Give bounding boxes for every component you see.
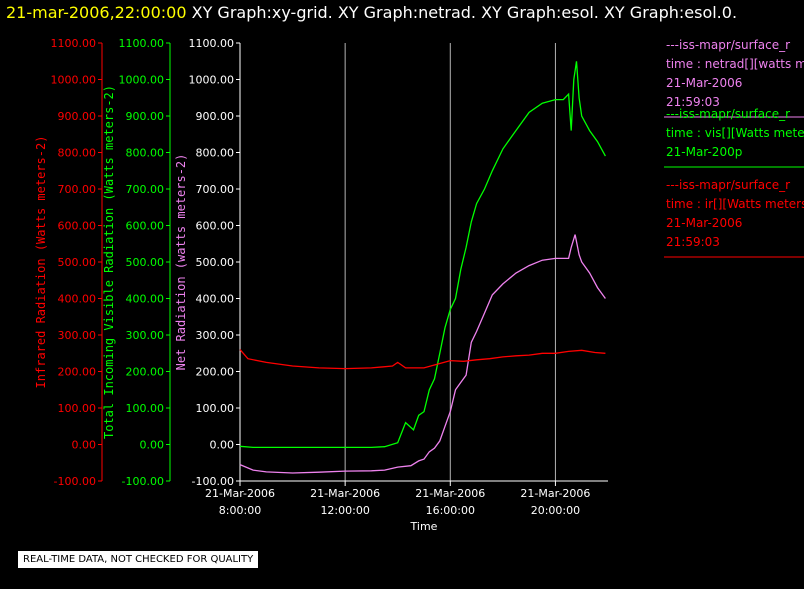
y-tick-label-netrad: 0.00 [210,439,235,452]
y-tick-label-ir: 200.00 [58,366,97,379]
y-tick-label-netrad: 300.00 [196,329,235,342]
legend-entry-ir: 21-Mar-2006 [666,216,742,230]
y-tick-label-netrad: 1000.00 [189,74,235,87]
x-tick-label-date: 21-Mar-2006 [415,487,485,500]
legend-entry-vis: time : vis[][Watts mete [666,126,804,140]
x-tick-label-time: 20:00:00 [531,504,580,517]
y-tick-label-ir: 800.00 [58,147,97,160]
y-tick-label-vis: 1000.00 [119,74,165,87]
y-tick-label-ir: 300.00 [58,329,97,342]
y-tick-label-vis: 400.00 [126,293,165,306]
y-tick-label-vis: 700.00 [126,183,165,196]
graph-title-bar: 21-mar-2006,22:00:00 XY Graph:xy-grid. X… [6,3,737,23]
series-line-ir [239,349,606,370]
x-axis-title: Time [410,520,438,533]
y-tick-label-netrad: 400.00 [196,293,235,306]
x-tick-label-time: 12:00:00 [320,504,369,517]
y-tick-label-ir: -100.00 [54,475,96,488]
y-tick-label-vis: 100.00 [126,402,165,415]
x-tick-label-date: 21-Mar-2006 [310,487,380,500]
legend-entry-netrad: 21-Mar-2006 [666,76,742,90]
y-tick-label-netrad: 100.00 [196,402,235,415]
x-tick-label-time: 8:00:00 [219,504,261,517]
y-tick-label-ir: 0.00 [72,439,97,452]
y-tick-label-ir: 400.00 [58,293,97,306]
y-axis-title-netrad: Net Radiation (watts meters-2) [174,154,188,371]
y-tick-label-ir: 900.00 [58,110,97,123]
x-tick-label-time: 16:00:00 [426,504,475,517]
y-tick-label-ir: 700.00 [58,183,97,196]
y-tick-label-vis: 800.00 [126,147,165,160]
y-tick-label-netrad: 700.00 [196,183,235,196]
legend-entry-vis: ---iss-mapr/surface_r [666,107,790,121]
series-line-vis [239,61,606,449]
y-tick-label-netrad: 600.00 [196,220,235,233]
y-tick-label-netrad: 200.00 [196,366,235,379]
legend-entry-netrad: time : netrad[][watts m [666,57,804,71]
y-tick-label-ir: 100.00 [58,402,97,415]
quality-warning-note: REAL-TIME DATA, NOT CHECKED FOR QUALITY [18,551,259,568]
y-tick-label-vis: 0.00 [140,439,165,452]
series-line-netrad [239,234,606,474]
y-tick-label-netrad: 900.00 [196,110,235,123]
y-tick-label-vis: 500.00 [126,256,165,269]
y-tick-label-netrad: 1100.00 [189,37,235,50]
y-axis-title-ir: Infrared Radiation (Watts meters-2) [34,136,48,389]
axes: -100.00 0.00 100.00 200.00 300.00 400.00 500.0… [34,37,608,533]
y-tick-label-netrad: 800.00 [196,147,235,160]
legend-entry-netrad: ---iss-mapr/surface_r [666,38,790,52]
x-tick-label-date: 21-Mar-2006 [205,487,275,500]
y-tick-label-netrad: -100.00 [192,475,234,488]
title-date: 21-mar-2006,22:00:00 [6,3,187,22]
y-tick-label-vis: 600.00 [126,220,165,233]
y-tick-label-netrad: 500.00 [196,256,235,269]
legend-entry-netrad: 21:59:03 [666,95,720,109]
y-tick-label-ir: 1000.00 [51,74,97,87]
title-graphs: XY Graph:xy-grid. XY Graph:netrad. XY Gr… [191,3,738,22]
x-tick-label-date: 21-Mar-2006 [520,487,590,500]
series-lines [239,61,606,474]
y-tick-label-vis: 1100.00 [119,37,165,50]
grid-lines [344,43,556,481]
y-axis-title-vis: Total Incoming Visible Radiation (Watts … [102,85,116,439]
y-tick-label-vis: 900.00 [126,110,165,123]
legend-entry-vis: 21-Mar-200p [666,145,742,159]
y-tick-label-ir: 1100.00 [51,37,97,50]
y-tick-label-vis: 300.00 [126,329,165,342]
y-tick-label-ir: 500.00 [58,256,97,269]
legend-entry-ir: ---iss-mapr/surface_r [666,178,790,192]
y-tick-label-vis: 200.00 [126,366,165,379]
y-tick-label-vis: -100.00 [122,475,164,488]
legend-entry-ir: time : ir[][Watts meters [666,197,804,211]
legend-entry-ir: 21:59:03 [666,235,720,249]
y-tick-label-ir: 600.00 [58,220,97,233]
